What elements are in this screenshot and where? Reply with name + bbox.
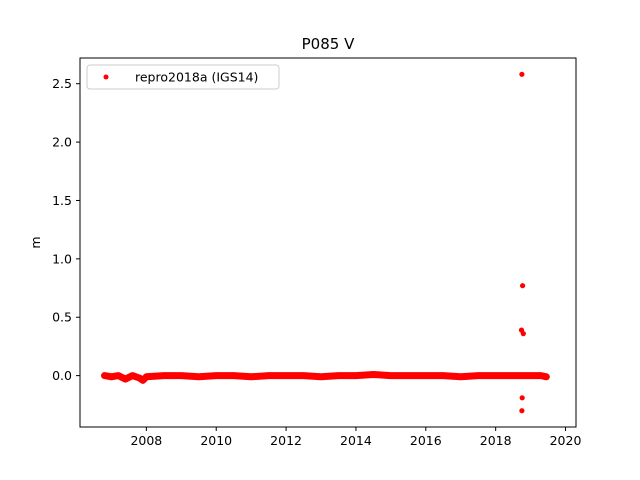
x-tick-label: 2018 xyxy=(480,433,512,448)
y-axis: 0.0 0.5 1.0 1.5 2.0 2.5 xyxy=(52,76,80,383)
data-point xyxy=(283,373,289,379)
x-tick-label: 2012 xyxy=(270,433,302,448)
data-point xyxy=(543,374,549,380)
data-point xyxy=(161,373,167,379)
y-tick-label: 2.5 xyxy=(52,76,72,91)
data-point xyxy=(318,374,324,380)
data-point xyxy=(405,373,411,379)
chart-title: P085 V xyxy=(302,35,355,53)
y-tick-label: 0.5 xyxy=(52,310,72,325)
x-tick-label: 2020 xyxy=(550,433,582,448)
data-point xyxy=(122,376,128,382)
data-point xyxy=(213,373,219,379)
y-axis-label: m xyxy=(28,236,43,248)
data-point xyxy=(231,373,237,379)
data-point xyxy=(129,373,135,379)
legend-box xyxy=(86,64,280,90)
data-point xyxy=(510,373,516,379)
data-point xyxy=(140,377,146,383)
data-point xyxy=(115,373,121,379)
data-point xyxy=(248,374,254,380)
x-tick-label: 2010 xyxy=(200,433,232,448)
data-point xyxy=(388,373,394,379)
x-tick-label: 2014 xyxy=(340,433,372,448)
legend-marker xyxy=(103,74,109,80)
data-point xyxy=(493,373,499,379)
axes-frame xyxy=(79,57,577,428)
data-point xyxy=(520,283,526,289)
data-point xyxy=(143,374,149,380)
x-axis: 2008 2010 2012 2014 2016 2018 2020 xyxy=(130,427,581,448)
x-tick-label: 2016 xyxy=(410,433,442,448)
x-tick-label: 2008 xyxy=(130,433,162,448)
data-point xyxy=(458,374,464,380)
data-point xyxy=(423,373,429,379)
data-point xyxy=(520,331,526,337)
legend: repro2018a (IGS14) xyxy=(86,64,280,90)
data-point xyxy=(178,373,184,379)
data-point xyxy=(519,71,525,77)
data-point xyxy=(266,373,272,379)
data-point xyxy=(196,374,202,380)
data-point xyxy=(475,373,481,379)
data-point xyxy=(538,373,544,379)
data-point xyxy=(300,373,307,379)
y-tick-label: 0.0 xyxy=(52,368,72,383)
data-point xyxy=(519,395,525,401)
legend-label: repro2018a (IGS14) xyxy=(135,70,258,85)
y-tick-label: 2.0 xyxy=(52,135,72,150)
data-point xyxy=(353,373,359,379)
plot-area xyxy=(79,57,577,428)
data-point xyxy=(335,373,342,379)
data-point xyxy=(528,373,534,379)
data-point xyxy=(440,373,446,379)
data-points xyxy=(101,71,549,414)
data-point xyxy=(519,408,525,414)
data-point xyxy=(101,373,108,379)
y-tick-label: 1.5 xyxy=(52,193,72,208)
data-point xyxy=(108,374,114,380)
data-point xyxy=(370,371,376,378)
y-tick-label: 1.0 xyxy=(52,251,72,266)
